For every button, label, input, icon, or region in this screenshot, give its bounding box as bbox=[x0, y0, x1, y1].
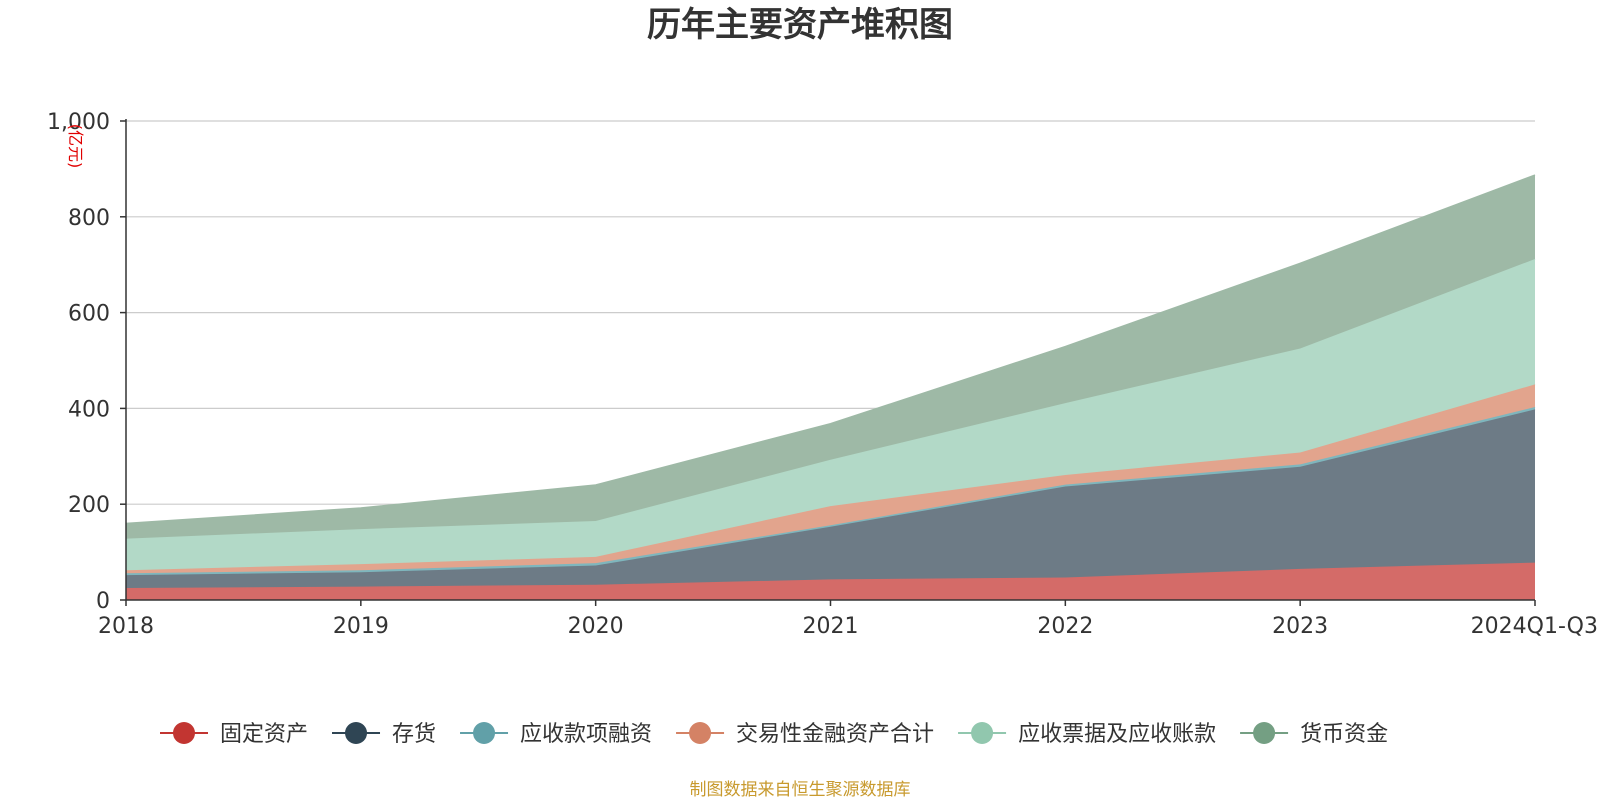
legend-label-4: 应收票据及应收账款 bbox=[1018, 722, 1216, 747]
y-tick-label: 800 bbox=[68, 206, 110, 231]
legend-label-1: 存货 bbox=[392, 722, 436, 747]
x-tick-label: 2023 bbox=[1272, 614, 1328, 639]
legend-label-5: 货币资金 bbox=[1300, 722, 1388, 747]
x-tick-label: 2018 bbox=[98, 614, 154, 639]
y-tick-label: 200 bbox=[68, 493, 110, 518]
x-tick-label: 2024Q1-Q3 bbox=[1471, 614, 1598, 639]
legend-marker-1 bbox=[345, 722, 367, 744]
legend-marker-5 bbox=[1253, 722, 1275, 744]
y-tick-label: 400 bbox=[68, 397, 110, 422]
y-tick-label: 0 bbox=[96, 589, 110, 614]
legend-marker-4 bbox=[971, 722, 993, 744]
x-axis-ticks: 2018 2019 2020 2021 2022 2023 2024Q1-Q3 bbox=[98, 600, 1598, 639]
x-tick-label: 2021 bbox=[803, 614, 859, 639]
data-source-note: 制图数据来自恒生聚源数据库 bbox=[690, 780, 911, 800]
y-axis-unit-label: (亿元) bbox=[66, 124, 85, 169]
y-tick-label: 600 bbox=[68, 302, 110, 327]
stacked-area-chart: 历年主要资产堆积图 02004006008001,000 2018 2019 202… bbox=[0, 0, 1600, 800]
legend-marker-2 bbox=[473, 722, 495, 744]
x-tick-label: 2019 bbox=[333, 614, 389, 639]
legend-label-0: 固定资产 bbox=[220, 722, 308, 747]
legend-label-3: 交易性金融资产合计 bbox=[736, 722, 934, 747]
series-areas bbox=[126, 175, 1535, 600]
legend-marker-0 bbox=[173, 722, 195, 744]
chart-title: 历年主要资产堆积图 bbox=[647, 5, 953, 45]
legend-marker-3 bbox=[689, 722, 711, 744]
x-tick-label: 2022 bbox=[1037, 614, 1093, 639]
legend-label-2: 应收款项融资 bbox=[520, 722, 652, 747]
x-tick-label: 2020 bbox=[568, 614, 624, 639]
legend: 固定资产 存货 应收款项融资 交易性金融资产合计 应收票据及应收账款 货币资金 bbox=[160, 722, 1388, 747]
